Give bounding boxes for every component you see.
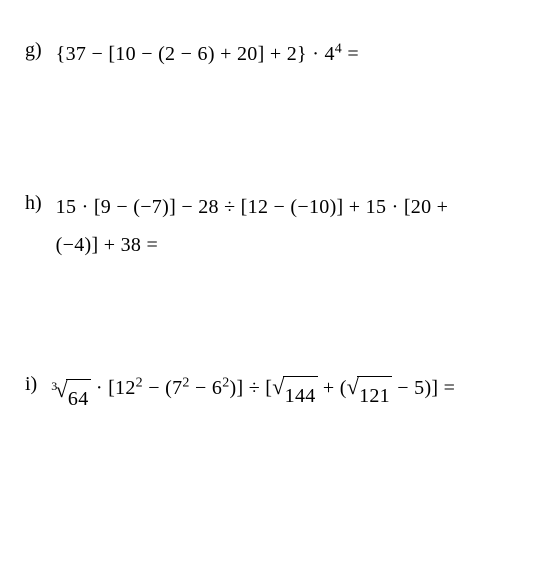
expr-i-p5: + ( (318, 377, 347, 399)
expr-i-exp3: 2 (222, 375, 229, 390)
expr-g-part2: = (342, 43, 359, 65)
cube-root-index: 3 (51, 375, 57, 398)
problem-h: h) 15 · [9 − (−7)] − 28 ÷ [12 − (−10)] +… (25, 188, 515, 264)
problem-label-g: g) (25, 35, 42, 65)
expr-i-p1: · [12 (91, 377, 136, 399)
expr-g-part1: {37 − [10 − (2 − 6) + 20] + 2} · 4 (56, 43, 335, 65)
radicand-3: 121 (357, 376, 392, 415)
radicand-2: 144 (283, 376, 318, 415)
problem-i: i) 3 √ 64 · [122 − (72 − 62)] ÷ [√144 + … (25, 369, 515, 418)
expression-i: 3 √ 64 · [122 − (72 − 62)] ÷ [√144 + (√1… (51, 369, 455, 418)
expr-h-line2: (−4)] + 38 = (56, 234, 158, 256)
expression-h: 15 · [9 − (−7)] − 28 ÷ [12 − (−10)] + 15… (56, 188, 449, 264)
expr-h-line1: 15 · [9 − (−7)] − 28 ÷ [12 − (−10)] + 15… (56, 196, 449, 218)
expr-i-p3: − 6 (190, 377, 222, 399)
cube-root-icon: 3 √ 64 (51, 379, 90, 418)
problem-label-h: h) (25, 188, 42, 218)
expr-i-exp1: 2 (136, 375, 143, 390)
expr-i-exp2: 2 (182, 375, 189, 390)
problem-label-i: i) (25, 369, 37, 399)
expr-i-p4: )] ÷ [ (230, 377, 273, 399)
problem-g: g) {37 − [10 − (2 − 6) + 20] + 2} · 44 = (25, 35, 515, 73)
expr-i-p2: − (7 (143, 377, 182, 399)
expr-g-exp1: 4 (335, 41, 342, 56)
sqrt-icon-3: √121 (347, 376, 392, 415)
expression-g: {37 − [10 − (2 − 6) + 20] + 2} · 44 = (56, 35, 359, 73)
expr-i-p6: − 5)] = (392, 377, 455, 399)
radicand-1: 64 (66, 379, 91, 418)
sqrt-icon-2: √144 (272, 376, 317, 415)
